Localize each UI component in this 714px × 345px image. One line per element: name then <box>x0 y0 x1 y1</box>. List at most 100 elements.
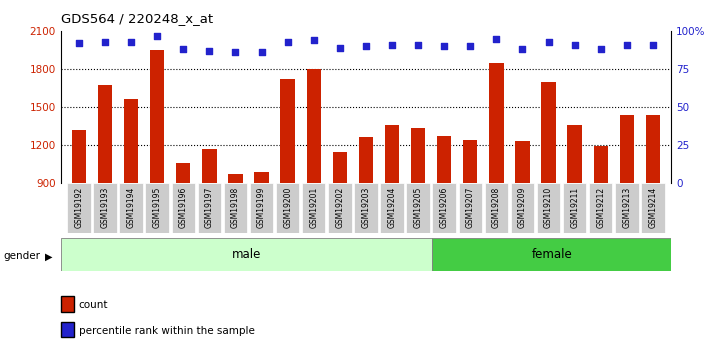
Point <box>151 33 163 38</box>
Text: count: count <box>79 300 108 310</box>
Point <box>491 36 502 41</box>
FancyBboxPatch shape <box>250 183 273 233</box>
Point <box>569 42 580 48</box>
Point <box>282 39 293 45</box>
Text: GSM19212: GSM19212 <box>596 187 605 228</box>
Text: GSM19193: GSM19193 <box>101 187 109 228</box>
Bar <box>516 141 530 297</box>
Bar <box>432 238 671 271</box>
Text: GSM19205: GSM19205 <box>413 187 423 228</box>
Text: GSM19196: GSM19196 <box>178 187 188 228</box>
Text: GDS564 / 220248_x_at: GDS564 / 220248_x_at <box>61 12 213 25</box>
FancyBboxPatch shape <box>171 183 195 233</box>
FancyBboxPatch shape <box>119 183 143 233</box>
Text: GSM19210: GSM19210 <box>544 187 553 228</box>
FancyBboxPatch shape <box>433 183 456 233</box>
Bar <box>385 125 399 297</box>
Bar <box>98 86 112 297</box>
Text: male: male <box>232 248 261 261</box>
Text: GSM19203: GSM19203 <box>361 187 371 228</box>
Text: GSM19201: GSM19201 <box>309 187 318 228</box>
Text: GSM19214: GSM19214 <box>648 187 658 228</box>
Bar <box>202 149 216 297</box>
Point <box>647 42 658 48</box>
FancyBboxPatch shape <box>223 183 247 233</box>
Text: GSM19206: GSM19206 <box>440 187 448 228</box>
Text: GSM19209: GSM19209 <box>518 187 527 228</box>
FancyBboxPatch shape <box>276 183 299 233</box>
Text: GSM19199: GSM19199 <box>257 187 266 228</box>
Text: GSM19204: GSM19204 <box>388 187 396 228</box>
FancyBboxPatch shape <box>198 183 221 233</box>
Bar <box>463 140 478 297</box>
Bar <box>645 115 660 297</box>
Point <box>438 43 450 49</box>
Point <box>517 47 528 52</box>
FancyBboxPatch shape <box>563 183 586 233</box>
Bar <box>61 238 432 271</box>
Text: GSM19200: GSM19200 <box>283 187 292 228</box>
Point <box>334 45 346 50</box>
Text: GSM19207: GSM19207 <box>466 187 475 228</box>
Text: GSM19208: GSM19208 <box>492 187 501 228</box>
Text: GSM19198: GSM19198 <box>231 187 240 228</box>
Text: GSM19213: GSM19213 <box>623 187 631 228</box>
Bar <box>306 69 321 297</box>
Point <box>256 50 267 55</box>
Point <box>126 39 137 45</box>
Bar <box>541 82 555 297</box>
Point <box>595 47 606 52</box>
Bar <box>411 128 426 297</box>
FancyBboxPatch shape <box>354 183 378 233</box>
Bar <box>358 137 373 297</box>
FancyBboxPatch shape <box>537 183 560 233</box>
Text: GSM19211: GSM19211 <box>570 187 579 228</box>
Bar <box>254 172 268 297</box>
FancyBboxPatch shape <box>328 183 351 233</box>
Text: GSM19202: GSM19202 <box>336 187 344 228</box>
Text: GSM19194: GSM19194 <box>126 187 136 228</box>
FancyBboxPatch shape <box>406 183 430 233</box>
Point <box>74 40 85 46</box>
Text: gender: gender <box>4 252 41 261</box>
FancyBboxPatch shape <box>615 183 638 233</box>
FancyBboxPatch shape <box>641 183 665 233</box>
Bar <box>568 125 582 297</box>
FancyBboxPatch shape <box>67 183 91 233</box>
Bar <box>593 146 608 297</box>
Bar <box>437 136 451 297</box>
Bar <box>228 174 243 297</box>
Point <box>543 39 554 45</box>
Point <box>308 37 319 43</box>
FancyBboxPatch shape <box>458 183 482 233</box>
Bar <box>72 130 86 297</box>
Bar <box>150 50 164 297</box>
Point <box>465 43 476 49</box>
Bar <box>620 115 634 297</box>
Bar <box>176 162 191 297</box>
Text: GSM19195: GSM19195 <box>153 187 161 228</box>
Point <box>621 42 633 48</box>
FancyBboxPatch shape <box>94 183 117 233</box>
Point <box>203 48 215 53</box>
Bar <box>489 63 503 297</box>
Point <box>230 50 241 55</box>
FancyBboxPatch shape <box>302 183 326 233</box>
FancyBboxPatch shape <box>485 183 508 233</box>
Bar <box>124 99 139 297</box>
FancyBboxPatch shape <box>589 183 613 233</box>
FancyBboxPatch shape <box>381 183 403 233</box>
Point <box>386 42 398 48</box>
Point <box>178 47 189 52</box>
Text: ▶: ▶ <box>44 252 52 261</box>
Text: percentile rank within the sample: percentile rank within the sample <box>79 326 254 336</box>
Text: female: female <box>531 248 572 261</box>
FancyBboxPatch shape <box>146 183 169 233</box>
Point <box>99 39 111 45</box>
Text: GSM19197: GSM19197 <box>205 187 214 228</box>
Bar <box>281 79 295 297</box>
Bar <box>333 152 347 297</box>
FancyBboxPatch shape <box>511 183 534 233</box>
Text: GSM19192: GSM19192 <box>74 187 84 228</box>
Point <box>360 43 371 49</box>
